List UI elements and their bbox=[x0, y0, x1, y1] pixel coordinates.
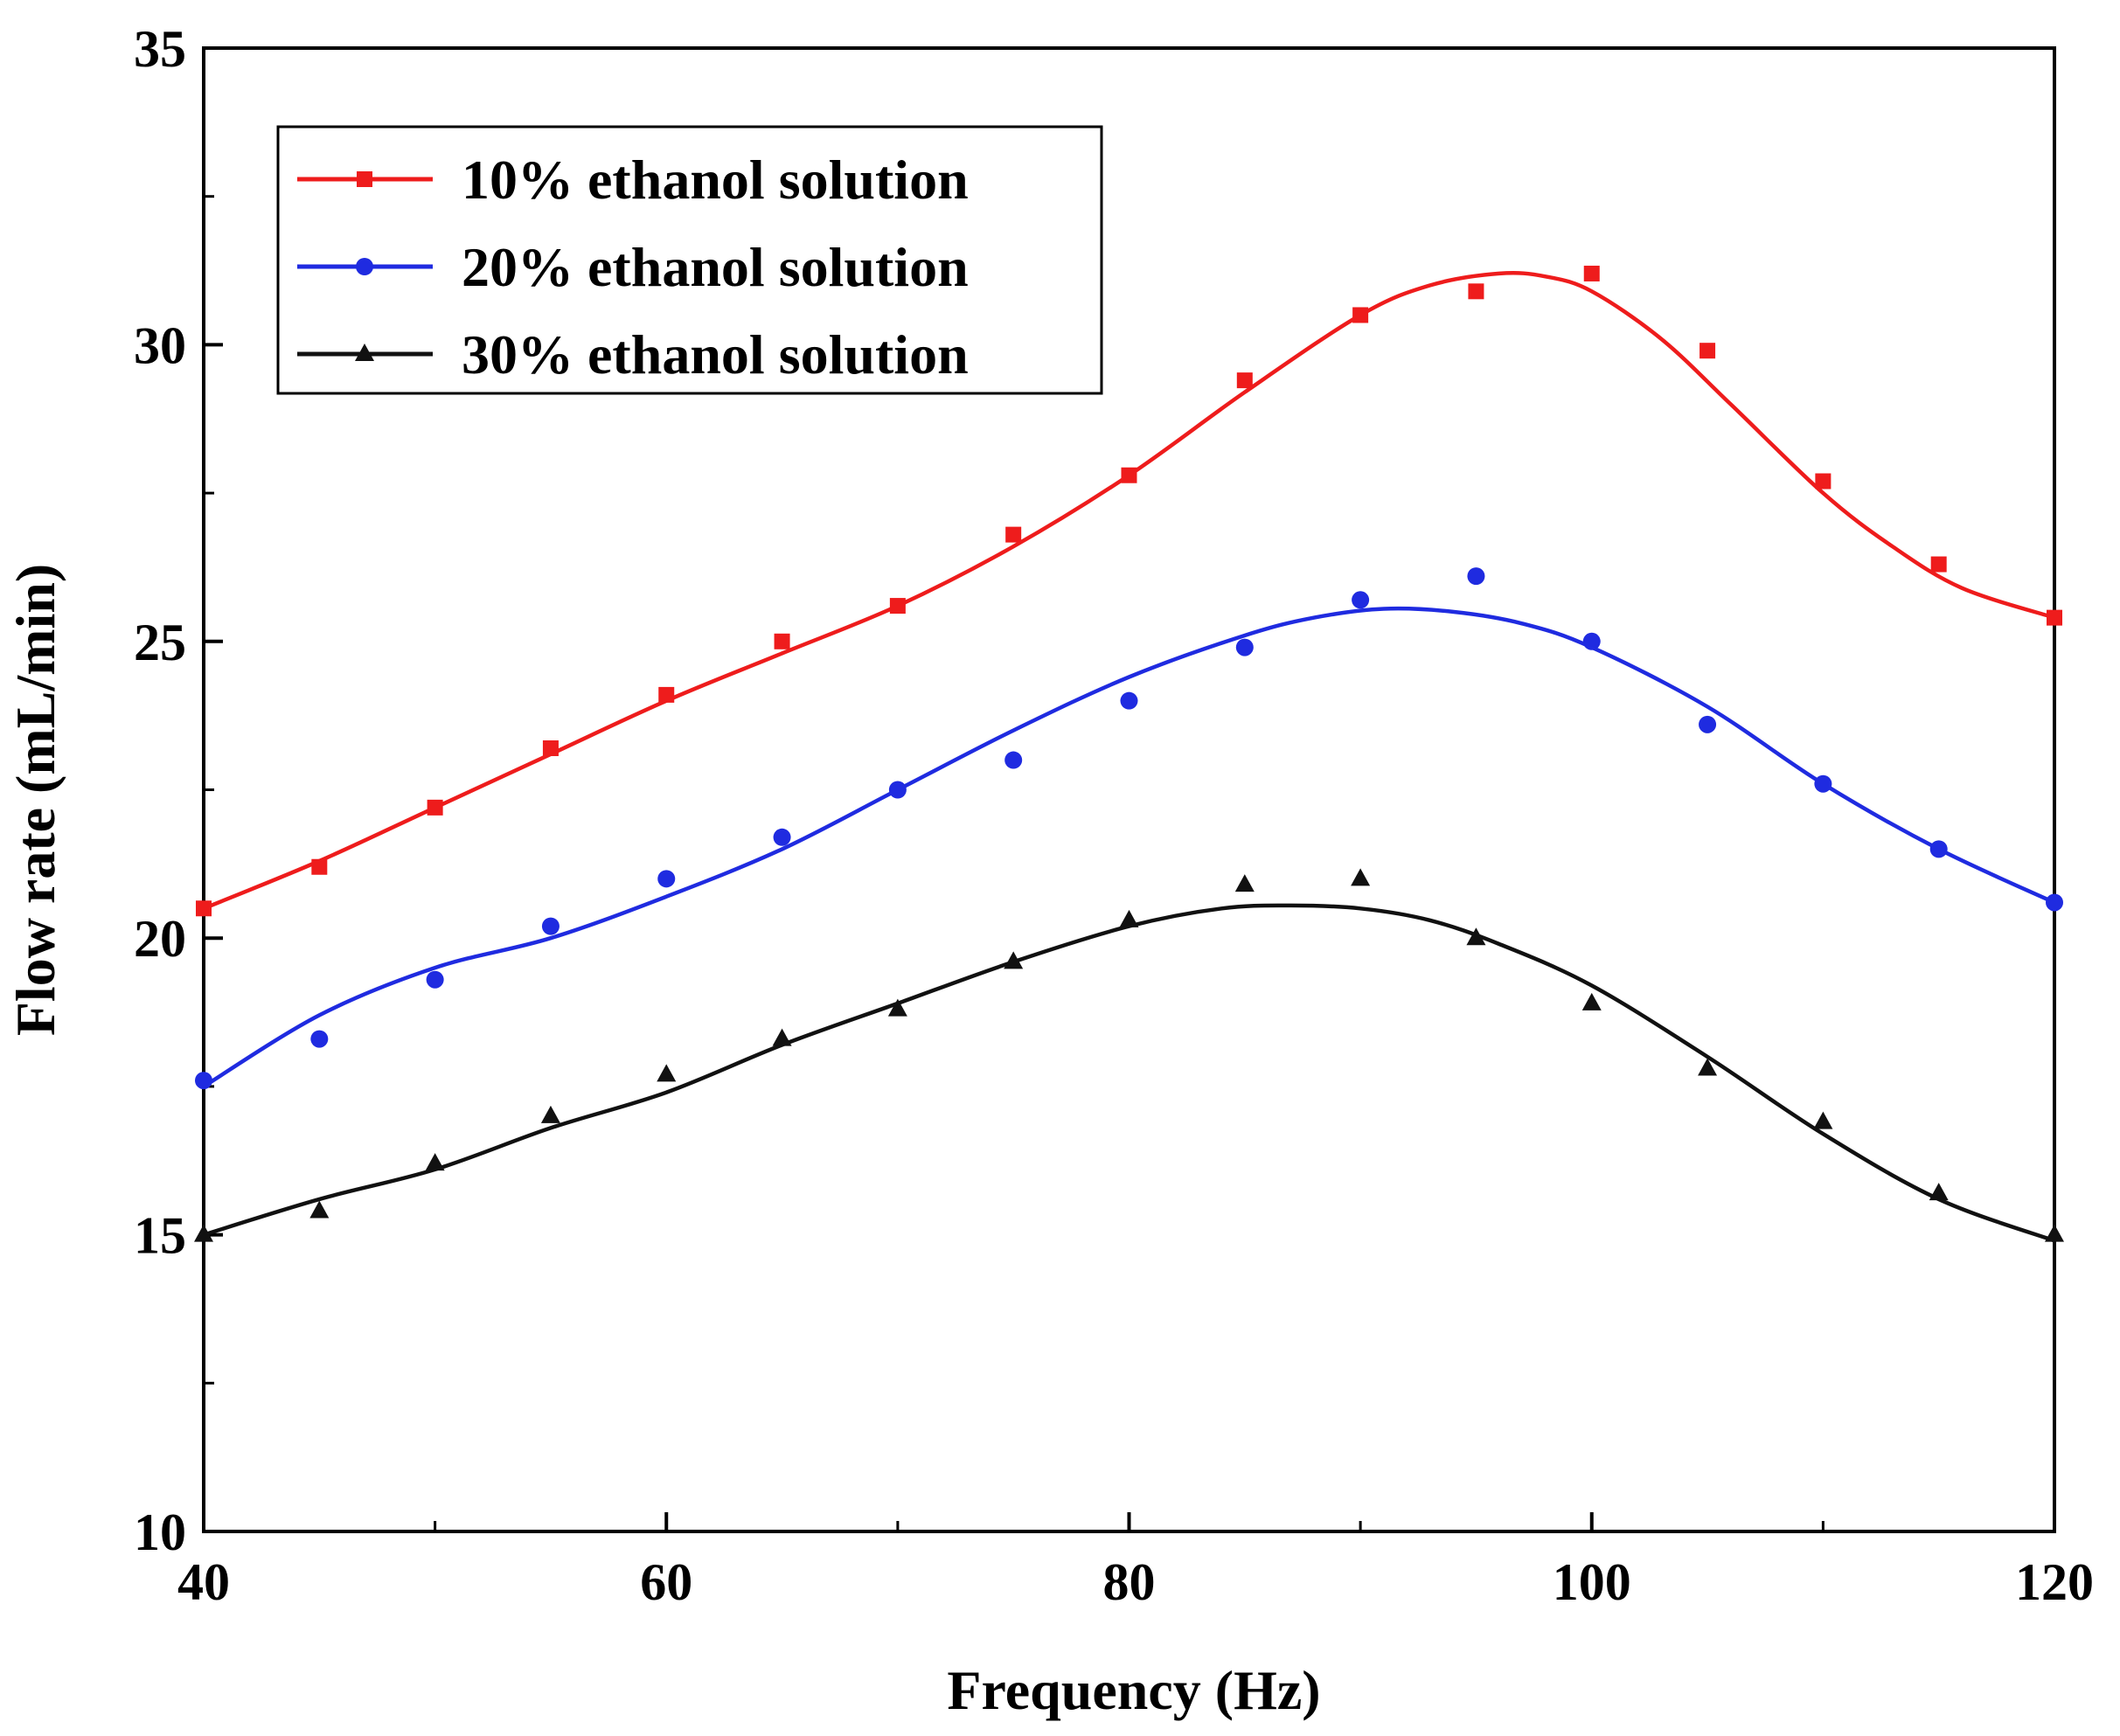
data-point-series-3 bbox=[1351, 868, 1371, 886]
series bbox=[194, 265, 2064, 1243]
legend-box bbox=[276, 125, 1103, 395]
data-point-series-2 bbox=[2046, 893, 2063, 912]
fit-curve-series-2 bbox=[202, 606, 2055, 1088]
data-point-series-1 bbox=[1352, 307, 1369, 323]
data-point-series-2 bbox=[541, 917, 560, 935]
data-point-series-2 bbox=[1004, 751, 1023, 769]
y-tick-label: 15 bbox=[134, 1207, 186, 1265]
data-point-series-1 bbox=[658, 686, 675, 703]
data-point-series-3 bbox=[309, 1200, 330, 1219]
data-point-series-1 bbox=[1236, 372, 1253, 389]
y-axis-title: Flow rate (mL/min) bbox=[4, 564, 66, 1036]
y-tick-label: 10 bbox=[134, 1503, 186, 1561]
x-tick-label: 100 bbox=[1553, 1553, 1631, 1611]
legend-marker bbox=[357, 171, 372, 187]
legend-marker bbox=[355, 344, 374, 361]
legend: 10% ethanol solution 20% ethanol solution… bbox=[276, 125, 1103, 395]
data-point-series-3 bbox=[657, 1064, 677, 1082]
legend-label: 30% ethanol solution bbox=[462, 323, 969, 385]
data-point-series-2 bbox=[773, 828, 791, 846]
x-tick-label: 40 bbox=[177, 1553, 230, 1611]
data-point-series-2 bbox=[1467, 567, 1485, 586]
data-point-series-2 bbox=[1352, 591, 1370, 609]
data-point-series-3 bbox=[1929, 1183, 1949, 1201]
data-point-series-1 bbox=[1121, 467, 1137, 483]
data-point-series-1 bbox=[1699, 343, 1716, 359]
data-point-series-3 bbox=[1698, 1058, 1718, 1076]
data-point-series-3 bbox=[1466, 927, 1486, 946]
data-point-series-2 bbox=[1929, 840, 1948, 858]
series-3 bbox=[194, 868, 2064, 1243]
data-point-series-1 bbox=[889, 598, 906, 615]
data-point-series-2 bbox=[195, 1072, 212, 1090]
y-tick-label: 35 bbox=[134, 20, 186, 78]
y-tick-label: 25 bbox=[134, 614, 186, 671]
fit-curve-series-3 bbox=[203, 903, 2055, 1243]
data-point-series-1 bbox=[774, 633, 790, 649]
data-point-series-2 bbox=[1699, 715, 1717, 733]
x-tick-label: 60 bbox=[640, 1553, 692, 1611]
series-1 bbox=[196, 265, 2062, 917]
data-point-series-1 bbox=[2047, 609, 2062, 626]
legend-entry-3: 30% ethanol solution bbox=[297, 323, 969, 385]
legend-label: 10% ethanol solution bbox=[462, 149, 969, 211]
data-point-series-1 bbox=[1930, 556, 1947, 573]
data-point-series-1 bbox=[1005, 526, 1022, 543]
data-point-series-3 bbox=[1119, 909, 1139, 927]
data-point-series-2 bbox=[888, 781, 907, 799]
data-point-series-3 bbox=[1004, 951, 1024, 969]
legend-marker bbox=[356, 258, 373, 275]
data-point-series-1 bbox=[1815, 473, 1832, 490]
legend-label: 20% ethanol solution bbox=[462, 236, 969, 298]
data-point-series-3 bbox=[194, 1224, 213, 1242]
data-point-series-3 bbox=[1581, 992, 1602, 1010]
y-tick-label: 20 bbox=[134, 910, 186, 968]
data-point-series-3 bbox=[1813, 1111, 1833, 1129]
data-point-series-2 bbox=[1120, 691, 1138, 710]
data-point-series-3 bbox=[540, 1105, 560, 1123]
data-point-series-2 bbox=[1814, 774, 1832, 793]
data-point-series-1 bbox=[427, 799, 443, 816]
data-point-series-2 bbox=[657, 870, 676, 888]
data-point-series-3 bbox=[2045, 1224, 2064, 1242]
data-point-series-2 bbox=[310, 1030, 329, 1048]
data-point-series-1 bbox=[311, 858, 328, 875]
tick-labels: 40 60 80 100 120 10 15 20 25 30 35 bbox=[134, 20, 2094, 1611]
data-point-series-3 bbox=[425, 1153, 445, 1171]
x-tick-label: 120 bbox=[2015, 1553, 2094, 1611]
data-point-series-1 bbox=[1468, 283, 1484, 300]
axes bbox=[202, 46, 2056, 1533]
data-point-series-3 bbox=[772, 1028, 792, 1046]
data-point-series-2 bbox=[1235, 638, 1254, 656]
y-tick-label: 30 bbox=[134, 316, 186, 374]
data-point-series-2 bbox=[426, 970, 444, 989]
data-point-series-1 bbox=[542, 740, 559, 756]
data-point-series-3 bbox=[887, 998, 907, 1017]
data-point-series-1 bbox=[196, 900, 212, 917]
data-point-series-3 bbox=[1234, 874, 1255, 892]
x-tick-label: 80 bbox=[1103, 1553, 1156, 1611]
data-point-series-2 bbox=[1582, 632, 1601, 650]
series-2 bbox=[195, 567, 2063, 1090]
x-axis-title: Frequency (Hz) bbox=[947, 1659, 1320, 1721]
data-point-series-1 bbox=[1583, 265, 1600, 281]
legend-entry-2: 20% ethanol solution bbox=[297, 236, 969, 298]
legend-entry-1: 10% ethanol solution bbox=[297, 149, 969, 211]
